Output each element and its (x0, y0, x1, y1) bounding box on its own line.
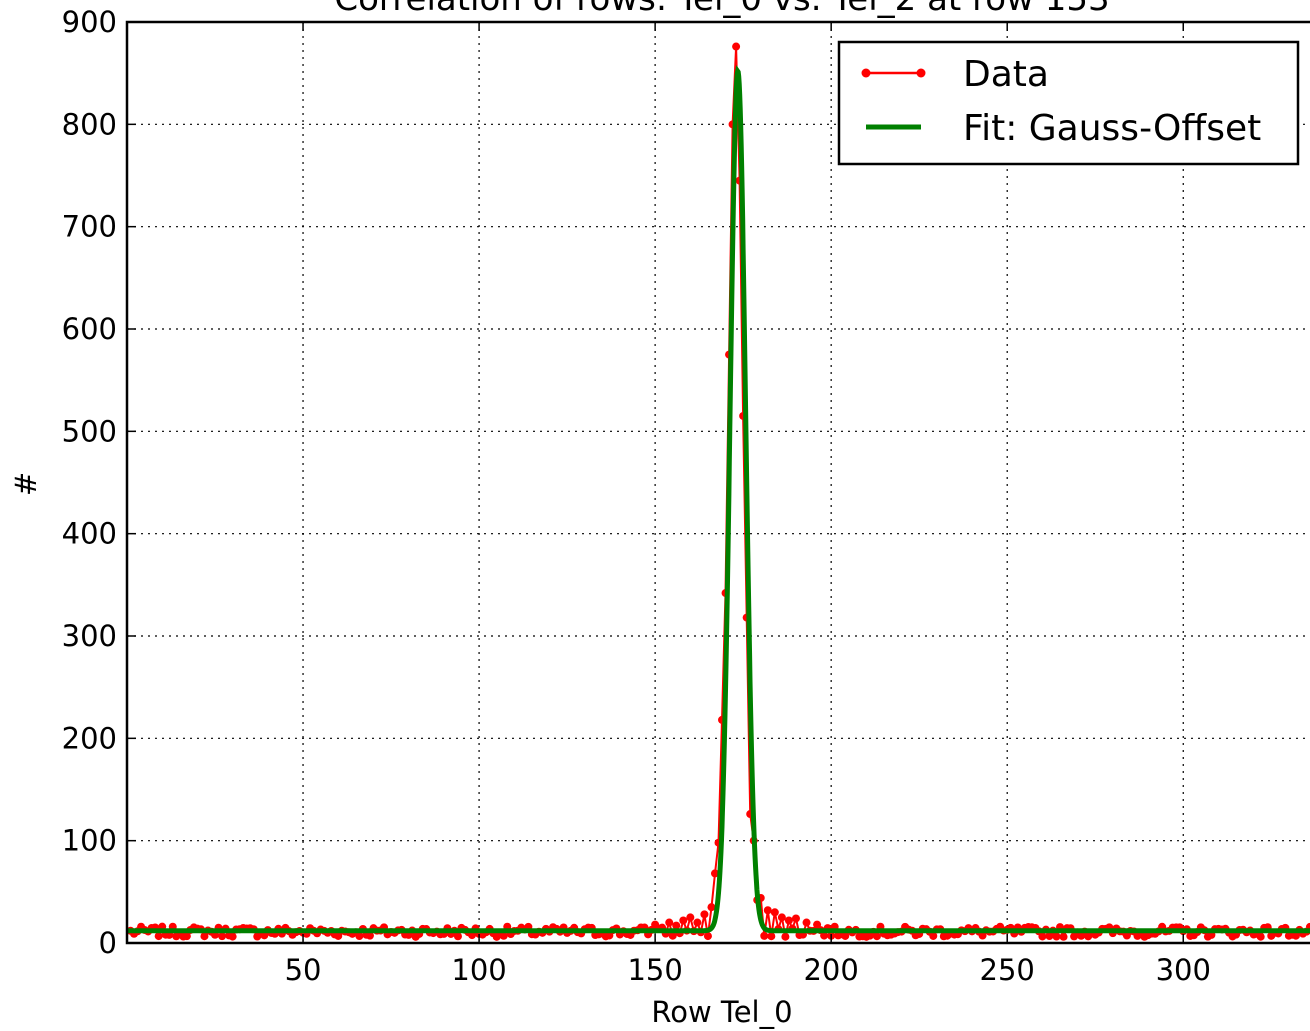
grid-lines (127, 22, 1310, 943)
data-point (182, 932, 191, 941)
data-point (679, 916, 688, 925)
data-point (453, 932, 462, 941)
x-tick-label: 150 (627, 953, 682, 987)
data-point (1052, 932, 1061, 941)
data-point (760, 931, 769, 940)
data-point (777, 913, 786, 922)
data-point (686, 913, 695, 922)
data-point (763, 906, 772, 915)
y-tick-label: 100 (62, 824, 117, 858)
data-point (355, 932, 364, 941)
data-point (1256, 932, 1265, 941)
y-tick-label: 800 (62, 107, 117, 141)
y-axis-label: # (9, 472, 43, 496)
y-tick-label: 0 (99, 926, 117, 960)
data-point (872, 932, 881, 941)
data-point (703, 932, 712, 941)
data-point (365, 931, 374, 940)
data-point (784, 916, 793, 925)
data-point (693, 918, 702, 927)
legend-label-fit: Fit: Gauss-Offset (963, 108, 1261, 149)
data-point (218, 932, 227, 941)
y-tick-label: 500 (62, 414, 117, 448)
data-point (767, 932, 776, 941)
legend-data-marker-left (861, 68, 871, 78)
plot-area-border (125, 20, 1310, 945)
fit-series-line (127, 65, 1310, 934)
y-tick-label: 600 (62, 312, 117, 346)
data-point (770, 908, 779, 917)
data-point (700, 910, 709, 919)
legend-data-marker-right (916, 68, 926, 78)
plot-frame (125, 20, 1310, 945)
data-point (668, 931, 677, 940)
x-tick-label: 50 (285, 953, 322, 987)
y-tick-label: 200 (62, 721, 117, 755)
y-tick-label: 400 (62, 517, 117, 551)
data-point (841, 931, 850, 940)
legend: Data Fit: Gauss-Offset (837, 40, 1300, 166)
data-point (707, 903, 716, 912)
data-point (672, 921, 681, 930)
series-layer (127, 42, 1310, 941)
data-point (154, 932, 163, 941)
data-point (820, 931, 829, 940)
legend-label-data: Data (963, 54, 1049, 95)
y-tick-label: 900 (62, 5, 117, 39)
data-point (732, 42, 741, 51)
x-axis-label: Row Tel_0 (651, 995, 792, 1029)
data-point (710, 869, 719, 878)
data-point (499, 931, 508, 940)
data-point (802, 918, 811, 927)
axis-ticks: 50 100 150 200 250 300 0 100 200 300 400 500 600 700 8… (62, 5, 1211, 987)
x-tick-label: 100 (451, 953, 506, 987)
data-point (1291, 931, 1300, 940)
data-point (929, 931, 938, 940)
y-tick-label: 700 (62, 210, 117, 244)
data-point (1038, 932, 1047, 941)
data-point (1059, 932, 1068, 941)
data-point (665, 918, 674, 927)
chart-title: Correlation of rows: Tel_0 vs. Tel_2 at … (334, 0, 1109, 19)
data-point (781, 932, 790, 941)
x-tick-label: 200 (803, 953, 858, 987)
x-tick-label: 250 (980, 953, 1035, 987)
x-tick-label: 300 (1156, 953, 1211, 987)
legend-box (837, 40, 1300, 166)
data-point (228, 932, 237, 941)
y-tick-label: 300 (62, 619, 117, 653)
data-point (791, 914, 800, 923)
